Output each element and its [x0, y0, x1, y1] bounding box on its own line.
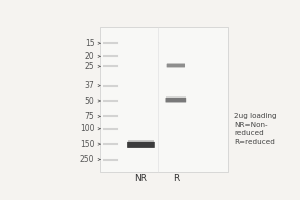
- Text: NR: NR: [134, 174, 148, 183]
- Text: 37: 37: [85, 81, 94, 90]
- Text: 20: 20: [85, 52, 94, 61]
- Text: 15: 15: [85, 39, 94, 48]
- FancyBboxPatch shape: [166, 98, 186, 102]
- Text: 100: 100: [80, 124, 94, 133]
- Text: R: R: [173, 174, 179, 183]
- FancyBboxPatch shape: [167, 62, 184, 64]
- FancyBboxPatch shape: [127, 142, 155, 148]
- FancyBboxPatch shape: [128, 140, 154, 142]
- FancyBboxPatch shape: [166, 96, 186, 98]
- Text: 250: 250: [80, 155, 94, 164]
- Text: 2ug loading
NR=Non-
reduced
R=reduced: 2ug loading NR=Non- reduced R=reduced: [234, 113, 277, 145]
- Text: 150: 150: [80, 140, 94, 149]
- Text: 75: 75: [85, 112, 94, 121]
- FancyBboxPatch shape: [167, 64, 185, 67]
- Text: 50: 50: [85, 97, 94, 106]
- Text: 25: 25: [85, 62, 94, 71]
- Bar: [100, 27, 228, 172]
